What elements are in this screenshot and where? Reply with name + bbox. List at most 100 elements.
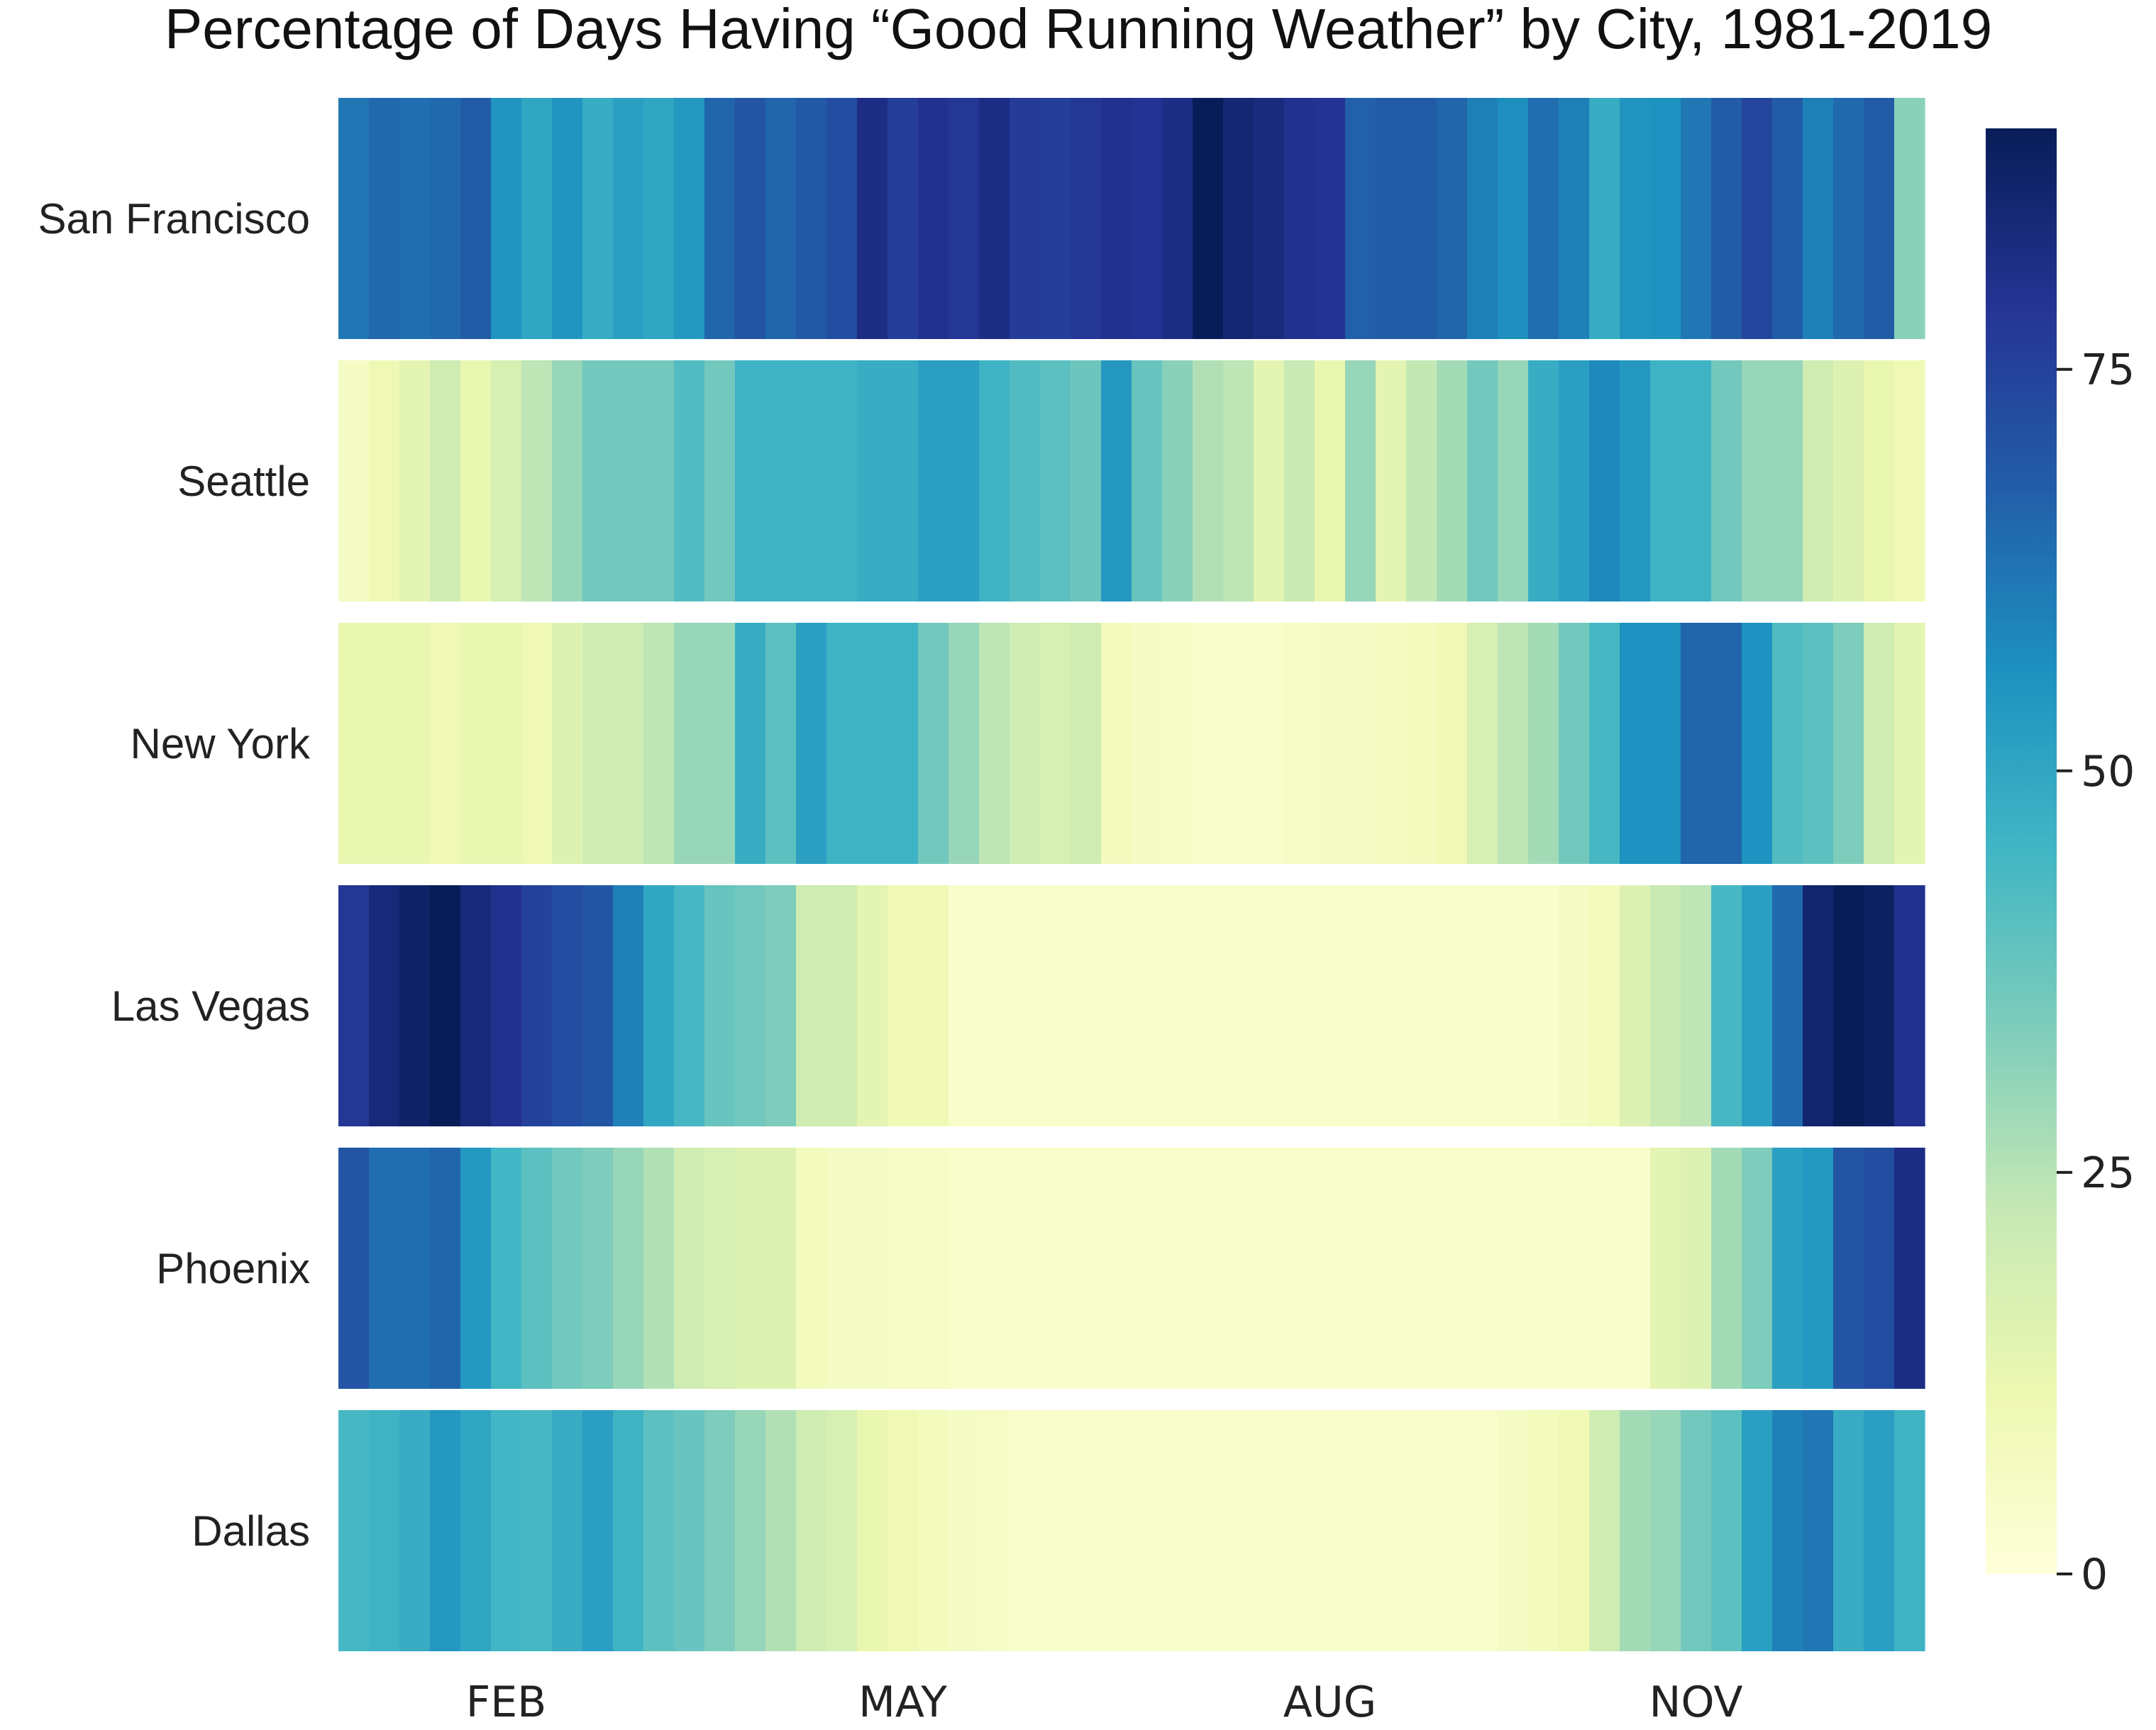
heatmap-cell xyxy=(979,1148,1010,1389)
heatmap-cell xyxy=(430,360,461,601)
heatmap-cell xyxy=(949,623,980,864)
heatmap-cell xyxy=(704,98,736,339)
heatmap-cell xyxy=(949,98,980,339)
heatmap-cell xyxy=(1223,98,1254,339)
heatmap-cell xyxy=(1467,360,1498,601)
heatmap-cell xyxy=(521,1148,553,1389)
heatmap-cell xyxy=(1406,98,1437,339)
heatmap-cell xyxy=(1467,98,1498,339)
heatmap-cell xyxy=(1467,1410,1498,1651)
heatmap-cell xyxy=(491,1410,522,1651)
heatmap-cell xyxy=(1040,623,1071,864)
colorbar-gradient xyxy=(1986,128,2057,1574)
heatmap-cell xyxy=(430,1148,461,1389)
heatmap-cell xyxy=(1315,1410,1346,1651)
heatmap-cell xyxy=(1406,1148,1437,1389)
heatmap-cell xyxy=(1803,885,1834,1126)
heatmap-cell xyxy=(430,623,461,864)
heatmap-cell xyxy=(1376,623,1407,864)
heatmap-cell xyxy=(369,360,400,601)
heatmap-cell xyxy=(857,623,888,864)
heatmap-cell xyxy=(1132,885,1163,1126)
heatmap-cell xyxy=(582,623,614,864)
heatmap-cell xyxy=(918,1148,949,1389)
heatmap-cell xyxy=(1101,1148,1132,1389)
heatmap-cell xyxy=(1223,360,1254,601)
heatmap-cell xyxy=(674,1410,705,1651)
heatmap-cell xyxy=(1101,360,1132,601)
heatmap-cell xyxy=(1803,360,1834,601)
heatmap-cell xyxy=(643,360,675,601)
heatmap-cell xyxy=(1833,885,1864,1126)
heatmap-cell xyxy=(857,1148,888,1389)
heatmap-cell xyxy=(1894,1410,1925,1651)
heatmap-cell xyxy=(1681,885,1712,1126)
heatmap-cell xyxy=(491,98,522,339)
heatmap-cell xyxy=(1223,885,1254,1126)
heatmap-cell xyxy=(1101,98,1132,339)
heatmap-cell xyxy=(521,360,553,601)
heatmap-cell xyxy=(1681,1148,1712,1389)
heatmap-cell xyxy=(643,98,675,339)
heatmap-cell xyxy=(1467,885,1498,1126)
heatmap-cell xyxy=(369,1410,400,1651)
heatmap-cell xyxy=(1650,885,1681,1126)
heatmap-cell xyxy=(1803,98,1834,339)
heatmap-cell xyxy=(1803,1148,1834,1389)
heatmap-cell xyxy=(1894,98,1925,339)
heatmap-cell xyxy=(1833,98,1864,339)
heatmap-cell xyxy=(949,1148,980,1389)
heatmap-cell xyxy=(1376,1410,1407,1651)
heatmap-cell xyxy=(735,360,766,601)
heatmap-cell xyxy=(979,98,1010,339)
heatmap-cell xyxy=(949,885,980,1126)
heatmap-cell xyxy=(399,1410,431,1651)
heatmap-cell xyxy=(1620,1148,1651,1389)
heatmap-cell xyxy=(1132,98,1163,339)
heatmap-cell xyxy=(1528,1410,1559,1651)
heatmap-cell xyxy=(1528,1148,1559,1389)
heatmap-cell xyxy=(1742,98,1773,339)
heatmap-cell xyxy=(1284,98,1315,339)
heatmap-cell xyxy=(735,98,766,339)
heatmap-cell xyxy=(1620,1410,1651,1651)
heatmap-cell xyxy=(1315,1148,1346,1389)
heatmap-cell xyxy=(1040,360,1071,601)
colorbar-tick-label: 75 xyxy=(2081,345,2135,395)
heatmap-cell xyxy=(1193,98,1224,339)
heatmap-cell xyxy=(460,1148,492,1389)
heatmap-cell xyxy=(1711,623,1742,864)
heatmap-cell xyxy=(430,885,461,1126)
x-tick-label-may: MAY xyxy=(858,1678,947,1727)
heatmap-cell xyxy=(1742,623,1773,864)
heatmap-cell xyxy=(1071,885,1102,1126)
heatmap-row-san-francisco xyxy=(338,98,1925,339)
heatmap-cell xyxy=(1040,98,1071,339)
heatmap-cell xyxy=(1559,98,1590,339)
heatmap-row-seattle xyxy=(338,360,1925,601)
heatmap-cell xyxy=(1040,1410,1071,1651)
heatmap-cell xyxy=(1071,1410,1102,1651)
heatmap-cell xyxy=(1894,1148,1925,1389)
heatmap-cell xyxy=(888,360,919,601)
heatmap-cell xyxy=(1803,1410,1834,1651)
heatmap-cell xyxy=(430,1410,461,1651)
heatmap-cell xyxy=(1742,1410,1773,1651)
heatmap-cell xyxy=(1284,623,1315,864)
heatmap-cell xyxy=(1589,885,1620,1126)
row-label-phoenix: Phoenix xyxy=(156,1245,310,1292)
heatmap-cell xyxy=(1132,360,1163,601)
heatmap-cell xyxy=(704,1410,736,1651)
heatmap-cell xyxy=(1315,885,1346,1126)
heatmap-cell xyxy=(857,98,888,339)
heatmap-cell xyxy=(1711,1148,1742,1389)
heatmap-cell xyxy=(765,1410,797,1651)
heatmap-cell xyxy=(888,1410,919,1651)
heatmap-cell xyxy=(582,98,614,339)
heatmap-cell xyxy=(552,623,583,864)
heatmap-cell xyxy=(918,360,949,601)
heatmap-cell xyxy=(1284,360,1315,601)
heatmap-cell xyxy=(1528,360,1559,601)
heatmap-cell xyxy=(1223,623,1254,864)
heatmap-cell xyxy=(888,1148,919,1389)
